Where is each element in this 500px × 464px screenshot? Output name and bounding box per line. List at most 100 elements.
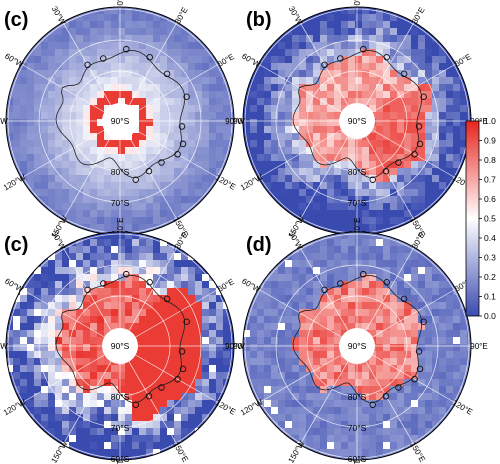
polar-map-panel-c-top: 0°E30°E60°E90°E120°E150°E180°150°W120°W9… <box>0 0 251 251</box>
station-marker <box>420 318 427 325</box>
longitude-label: 0°E <box>353 0 362 5</box>
latitude-label: 70°S <box>348 198 367 208</box>
antarctic-coastline <box>292 275 423 404</box>
station-marker <box>179 140 187 148</box>
map-boundary <box>242 231 472 461</box>
longitude-label: 90°E <box>233 117 250 126</box>
longitude-label: 150°W <box>50 439 70 464</box>
station-marker <box>411 375 418 383</box>
station-marker <box>369 401 376 408</box>
station-marker <box>123 270 130 278</box>
latitude-label: 90°S <box>111 116 130 126</box>
antarctic-coastline <box>292 50 423 179</box>
colorbar-tick-label: 0.5 <box>484 214 496 224</box>
station-marker <box>145 167 153 175</box>
station-marker <box>100 55 107 62</box>
longitude-label: 150°W <box>287 439 307 464</box>
colorbar-tick-label: 0.0 <box>484 311 496 321</box>
polar-map-panel-c-bottom: 0°E30°E60°E90°E120°E150°E180°150°W120°W9… <box>0 218 251 464</box>
latitude-label: 70°S <box>111 423 130 433</box>
station-marker <box>382 167 390 175</box>
station-marker <box>360 270 367 278</box>
station-marker <box>416 365 424 373</box>
colorbar-tick-label: 0.8 <box>484 155 496 165</box>
station-marker <box>178 123 186 130</box>
station-marker <box>145 392 153 400</box>
station-marker <box>382 392 390 400</box>
station-marker <box>84 61 91 69</box>
longitude-label: 30°E <box>173 6 190 26</box>
station-marker <box>158 384 165 391</box>
antarctic-coastline <box>55 50 186 179</box>
colorbar: 1.0 0.9 0.8 0.7 0.6 0.5 0.4 0.3 0.2 0.1 0.0 <box>465 116 496 321</box>
latitude-label: 80°S <box>111 392 130 402</box>
graticule <box>6 7 234 235</box>
longitude-label: 90°E <box>470 342 487 351</box>
longitude-label: 120°E <box>214 398 237 417</box>
station-marker <box>123 45 130 53</box>
longitude-label: 180° <box>352 460 361 464</box>
latitude-label: 80°S <box>348 392 367 402</box>
station-markers <box>321 270 427 408</box>
station-markers <box>84 270 190 408</box>
longitude-label: 90°W <box>225 117 245 126</box>
panel-label: (d) <box>246 234 272 256</box>
station-marker <box>183 318 190 325</box>
longitude-label: 90°W <box>225 342 245 351</box>
colorbar-tick-label: 0.7 <box>484 175 496 185</box>
longitude-label: 30°E <box>410 6 427 26</box>
longitude-label: 150°E <box>171 440 190 463</box>
polar-map-panel-b: 0°E30°E60°E90°E120°E150°E180°150°W120°W9… <box>225 0 488 251</box>
map-boundary <box>5 231 235 461</box>
latitude-label: 70°S <box>111 198 130 208</box>
longitude-label: 0°E <box>116 218 125 231</box>
station-marker <box>179 365 187 373</box>
latitude-label: 80°S <box>348 167 367 177</box>
station-marker <box>411 150 418 158</box>
pole-hole <box>339 328 375 364</box>
longitude-label: 60°E <box>453 52 473 69</box>
longitude-label: 90°W <box>0 342 8 351</box>
station-marker <box>337 280 344 287</box>
station-marker <box>132 401 139 408</box>
station-marker <box>84 286 91 294</box>
latitude-label: 90°S <box>111 341 130 351</box>
station-marker <box>369 176 376 183</box>
colorbar-tick-label: 0.3 <box>484 253 496 263</box>
latitude-label: 80°S <box>111 167 130 177</box>
longitude-label: 90°E <box>233 342 250 351</box>
longitude-label: 150°E <box>408 440 427 463</box>
antarctic-coastline <box>55 275 186 404</box>
longitude-label: 60°E <box>216 52 236 69</box>
station-marker <box>395 384 402 391</box>
colorbar-tick-labels: 1.0 0.9 0.8 0.7 0.6 0.5 0.4 0.3 0.2 0.1 0.0 <box>479 116 496 321</box>
station-marker <box>163 295 171 303</box>
station-marker <box>415 348 423 355</box>
longitude-label: 120°E <box>214 173 237 192</box>
station-marker <box>132 176 139 183</box>
station-marker <box>383 54 390 61</box>
station-marker <box>360 45 367 53</box>
station-marker <box>178 348 186 355</box>
latitude-label: 60°S <box>111 454 130 464</box>
station-marker <box>158 159 165 166</box>
pole-hole <box>339 103 375 139</box>
station-markers <box>84 45 190 183</box>
colorbar-gradient <box>465 120 480 317</box>
longitude-label: 180° <box>115 460 124 464</box>
longitude-label: 0°E <box>353 218 362 231</box>
station-marker <box>146 279 153 286</box>
colorbar-tick-label: 0.4 <box>484 233 496 243</box>
panel-label: (b) <box>246 9 272 31</box>
station-marker <box>415 123 423 130</box>
longitude-label: 90°W <box>0 117 8 126</box>
graticule <box>243 232 471 460</box>
station-marker <box>174 150 181 158</box>
latitude-label: 90°S <box>348 341 367 351</box>
colorbar-tick-label: 0.6 <box>484 194 496 204</box>
station-marker <box>395 159 402 166</box>
station-marker <box>321 61 328 69</box>
station-marker <box>383 279 390 286</box>
station-marker <box>420 93 427 100</box>
pole-hole <box>102 328 138 364</box>
